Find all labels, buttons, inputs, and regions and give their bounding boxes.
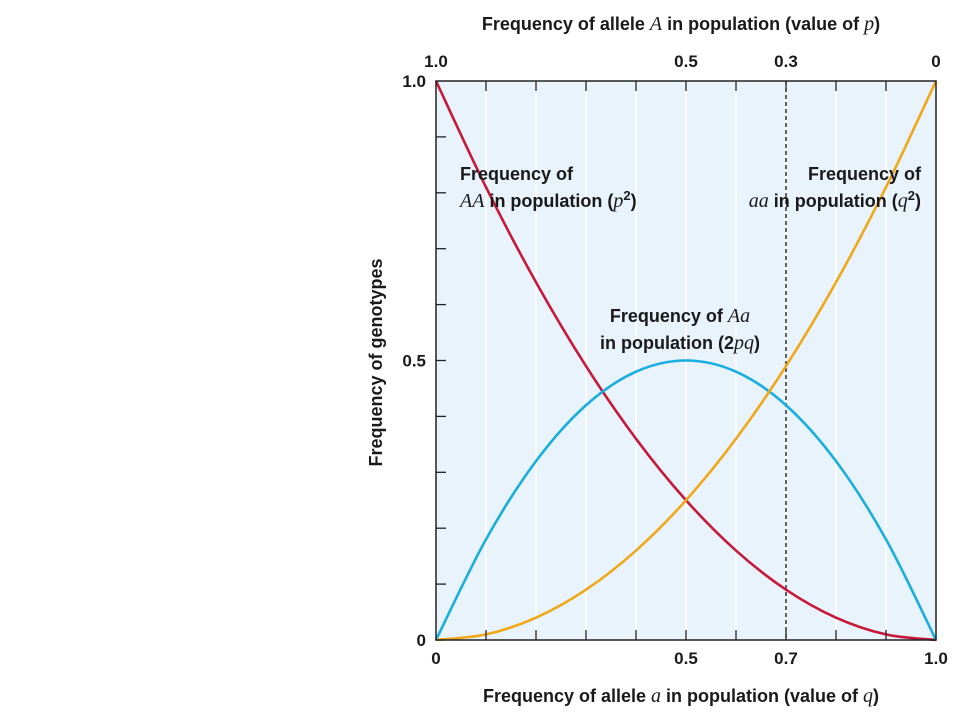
x-bottom-axis-title-part: Frequency of allele xyxy=(483,686,651,706)
x-bottom-axis-title-part: a xyxy=(651,685,661,707)
annotation-aa-het-part: in population (2 xyxy=(600,333,734,353)
y-tick-label: 0 xyxy=(417,631,426,650)
x-top-axis-title-part: ) xyxy=(874,14,880,34)
x-top-tick-label: 0.5 xyxy=(674,52,698,71)
annotation-aa-het: in population (2pq) xyxy=(600,332,760,354)
annotation-aa-homdom-part: 2 xyxy=(623,188,630,203)
annotation-aa-homrec: aa in population (q2) xyxy=(749,188,921,213)
x-top-tick-label: 0 xyxy=(931,52,940,71)
series-line-aa-homrec xyxy=(435,80,938,642)
x-top-axis-title-part: Frequency of allele xyxy=(482,14,650,34)
annotation-aa-homdom: Frequency of xyxy=(460,164,574,184)
annotation-aa-het: Frequency of Aa xyxy=(610,305,750,327)
annotation-aa-het-part: Frequency of xyxy=(610,306,728,326)
x-bottom-axis-title: Frequency of allele a in population (val… xyxy=(483,685,879,707)
annotation-aa-het-part: Aa xyxy=(726,305,750,327)
y-tick-label: 1.0 xyxy=(402,72,426,91)
annotation-aa-homrec-part: in population ( xyxy=(769,191,898,211)
x-bottom-axis-title-part: in population (value of xyxy=(661,686,863,706)
x-top-axis-title-part: in population (value of xyxy=(662,14,864,34)
annotation-aa-homdom-part: Frequency of xyxy=(460,164,574,184)
annotation-aa-het-part: pq xyxy=(732,332,754,354)
annotation-aa-homrec-part: ) xyxy=(915,191,921,211)
x-bottom-axis-title-part: q xyxy=(863,685,873,707)
annotation-aa-homrec-part: q xyxy=(898,190,908,212)
annotation-aa-homdom-part: ) xyxy=(631,191,637,211)
x-bottom-tick-label: 1.0 xyxy=(924,649,948,668)
annotation-aa-homdom-part: p xyxy=(611,190,623,212)
x-top-axis-title-part: A xyxy=(648,13,663,35)
x-top-tick-label: 1.0 xyxy=(424,52,448,71)
annotation-aa-homdom-part: AA xyxy=(458,190,485,212)
x-top-axis-title: Frequency of allele A in population (val… xyxy=(482,13,880,35)
annotation-aa-het-part: ) xyxy=(754,333,760,353)
x-bottom-tick-label: 0 xyxy=(431,649,440,668)
y-tick-label: 0.5 xyxy=(402,352,426,371)
annotation-aa-homrec: Frequency of xyxy=(808,164,922,184)
x-bottom-tick-label: 0.7 xyxy=(774,649,798,668)
series-line-aa-het xyxy=(434,359,938,641)
annotation-aa-homrec-part: aa xyxy=(749,190,769,212)
annotation-aa-homdom: AA in population (p2) xyxy=(458,188,637,213)
x-bottom-tick-label: 0.5 xyxy=(674,649,698,668)
x-top-axis-title-part: p xyxy=(862,13,874,35)
y-axis-title: Frequency of genotypes xyxy=(366,258,386,466)
series-line-aa-homdom xyxy=(434,80,937,642)
x-top-tick-label: 0.3 xyxy=(774,52,798,71)
annotation-aa-homrec-part: Frequency of xyxy=(808,164,922,184)
annotation-aa-homdom-part: in population ( xyxy=(484,191,613,211)
annotation-aa-homrec-part: 2 xyxy=(908,188,915,203)
x-bottom-axis-title-part: ) xyxy=(873,686,879,706)
